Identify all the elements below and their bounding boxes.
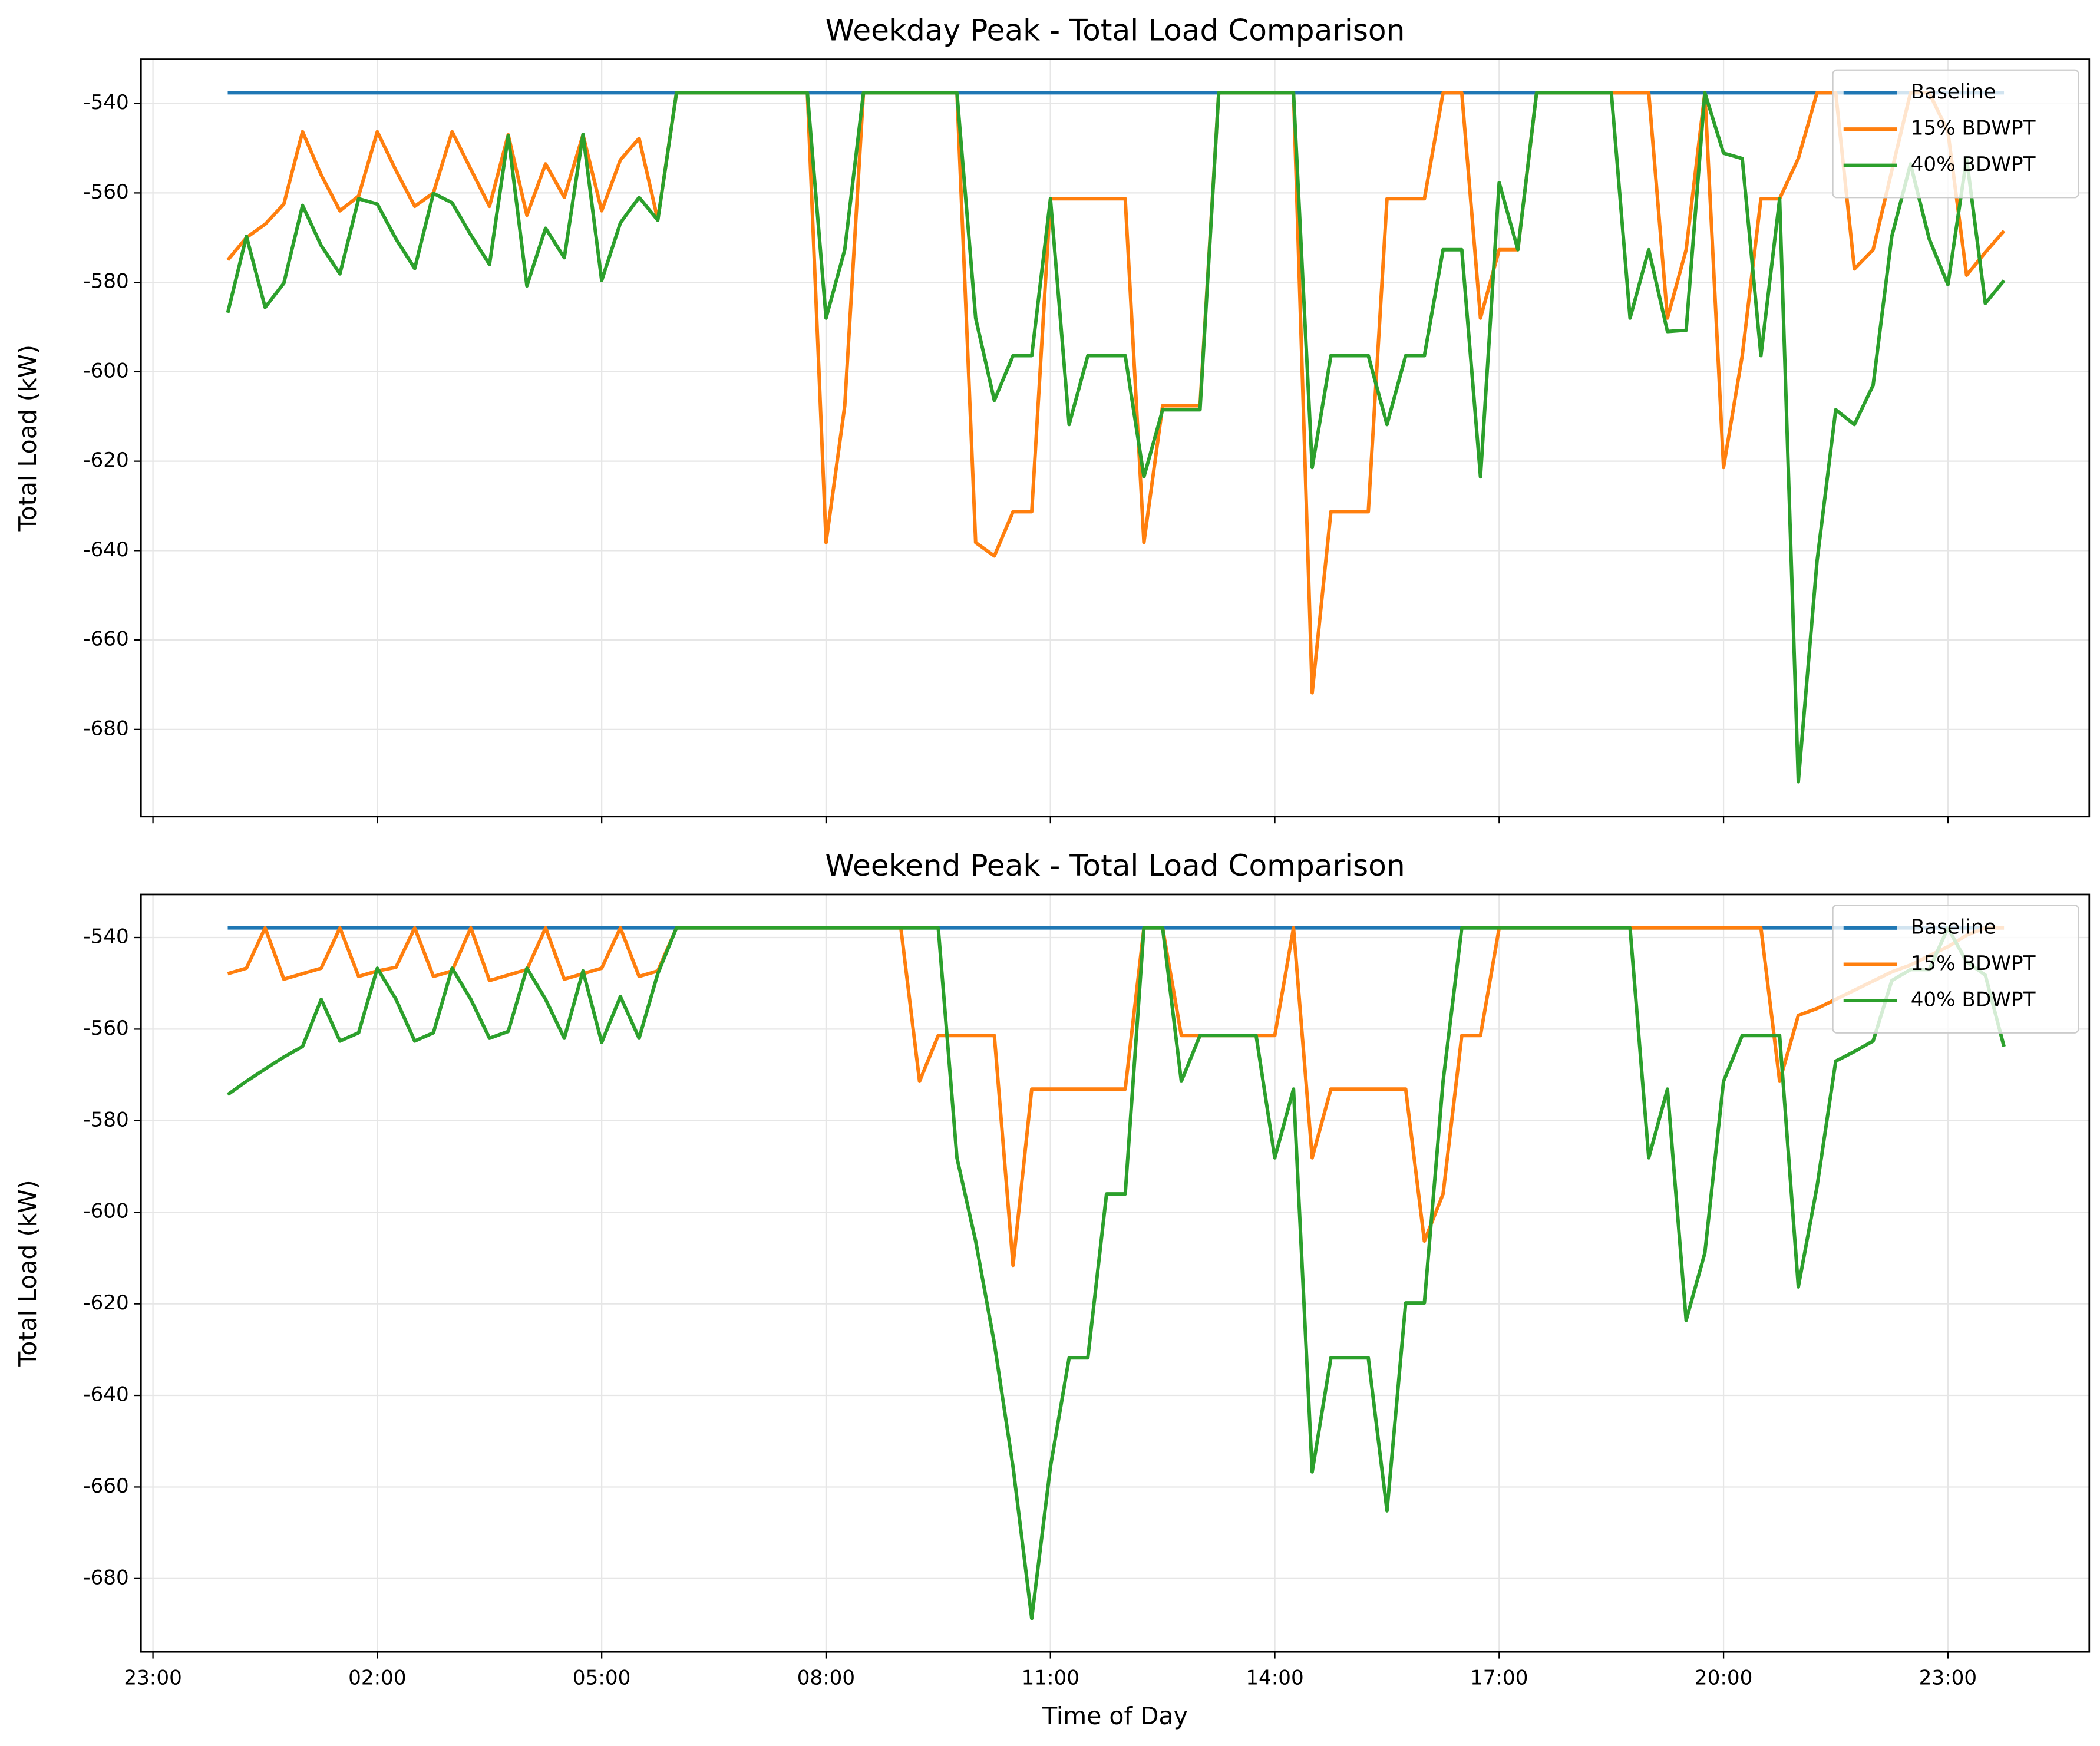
- y-axis-label: Total Load (kW): [14, 1180, 42, 1367]
- x-tick-label: 14:00: [1246, 1666, 1303, 1689]
- y-tick-label: -560: [83, 1016, 129, 1040]
- y-tick-label: -660: [83, 1474, 129, 1498]
- legend: Baseline 15% BDWPT 40% BDWPT: [1832, 69, 2079, 199]
- y-tick-label: -640: [83, 538, 129, 562]
- y-tick-label: -620: [83, 448, 129, 472]
- series-line: [226, 926, 2006, 1620]
- legend-label: Baseline: [1911, 915, 1996, 939]
- x-tick-label: 02:00: [348, 1666, 406, 1689]
- y-axis-label: Total Load (kW): [14, 345, 42, 532]
- legend-label: 40% BDWPT: [1911, 988, 2036, 1011]
- legend-label: 15% BDWPT: [1911, 117, 2036, 140]
- chart-title: Weekend Peak - Total Load Comparison: [825, 848, 1405, 883]
- x-tick-label: 11:00: [1021, 1666, 1079, 1689]
- y-tick-label: -680: [83, 717, 129, 740]
- x-axis-label: Time of Day: [1042, 1702, 1188, 1730]
- axes-frame: [140, 893, 2091, 1653]
- legend: Baseline 15% BDWPT 40% BDWPT: [1832, 905, 2079, 1034]
- y-tick-label: -620: [83, 1291, 129, 1315]
- y-tick-label: -580: [83, 270, 129, 293]
- y-tick-label: -680: [83, 1566, 129, 1589]
- y-tick-label: -540: [83, 91, 129, 114]
- y-tick-label: -580: [83, 1108, 129, 1131]
- y-tick-label: -560: [83, 180, 129, 204]
- x-tick-label: 23:00: [124, 1666, 181, 1689]
- x-tick-label: 23:00: [1919, 1666, 1977, 1689]
- x-tick-label: 20:00: [1695, 1666, 1752, 1689]
- series-line: [226, 91, 2006, 695]
- legend-label: 40% BDWPT: [1911, 153, 2036, 176]
- legend-label: Baseline: [1911, 80, 1996, 104]
- series-line: [227, 926, 2005, 1268]
- x-tick-label: 08:00: [797, 1666, 855, 1689]
- series-line: [226, 91, 2006, 784]
- y-tick-label: -600: [83, 359, 129, 382]
- y-tick-label: -640: [83, 1383, 129, 1407]
- y-tick-label: -660: [83, 628, 129, 651]
- legend-label: 15% BDWPT: [1911, 952, 2036, 975]
- y-tick-label: -600: [83, 1200, 129, 1223]
- x-tick-label: 05:00: [573, 1666, 630, 1689]
- axes-frame: [140, 58, 2091, 818]
- y-tick-label: -540: [83, 925, 129, 949]
- chart-title: Weekday Peak - Total Load Comparison: [826, 12, 1405, 47]
- x-tick-label: 17:00: [1470, 1666, 1528, 1689]
